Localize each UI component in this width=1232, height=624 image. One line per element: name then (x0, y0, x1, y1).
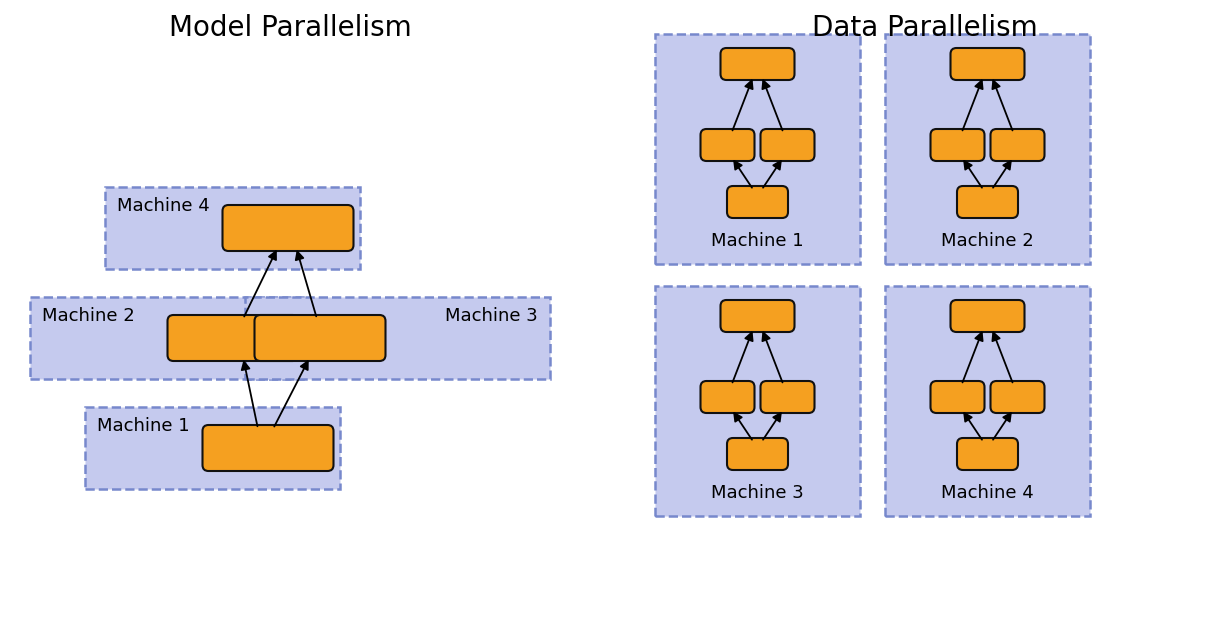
FancyBboxPatch shape (760, 381, 814, 413)
Text: Machine 2: Machine 2 (941, 232, 1034, 250)
FancyBboxPatch shape (760, 129, 814, 161)
FancyBboxPatch shape (701, 129, 754, 161)
FancyBboxPatch shape (727, 438, 788, 470)
FancyBboxPatch shape (223, 205, 354, 251)
FancyBboxPatch shape (951, 48, 1025, 80)
FancyBboxPatch shape (701, 381, 754, 413)
Bar (85, 407, 340, 489)
Text: Machine 3: Machine 3 (711, 484, 803, 502)
FancyBboxPatch shape (721, 48, 795, 80)
FancyBboxPatch shape (202, 425, 334, 471)
Text: Machine 1: Machine 1 (97, 417, 190, 435)
Bar (105, 187, 360, 269)
Text: Machine 3: Machine 3 (445, 307, 538, 325)
Bar (655, 286, 860, 516)
FancyBboxPatch shape (991, 129, 1045, 161)
FancyBboxPatch shape (255, 315, 386, 361)
Text: Machine 4: Machine 4 (941, 484, 1034, 502)
FancyBboxPatch shape (930, 129, 984, 161)
Bar (885, 286, 1090, 516)
Text: Machine 2: Machine 2 (42, 307, 134, 325)
FancyBboxPatch shape (957, 186, 1018, 218)
FancyBboxPatch shape (957, 438, 1018, 470)
FancyBboxPatch shape (951, 300, 1025, 332)
Text: Machine 1: Machine 1 (711, 232, 803, 250)
FancyBboxPatch shape (727, 186, 788, 218)
Bar (655, 34, 860, 264)
Bar (885, 34, 1090, 264)
Text: Machine 4: Machine 4 (117, 197, 209, 215)
Bar (245, 297, 549, 379)
Text: Model Parallelism: Model Parallelism (169, 14, 411, 42)
FancyBboxPatch shape (721, 300, 795, 332)
FancyBboxPatch shape (930, 381, 984, 413)
FancyBboxPatch shape (168, 315, 298, 361)
FancyBboxPatch shape (991, 381, 1045, 413)
Bar (30, 297, 306, 379)
Text: Data Parallelism: Data Parallelism (812, 14, 1037, 42)
